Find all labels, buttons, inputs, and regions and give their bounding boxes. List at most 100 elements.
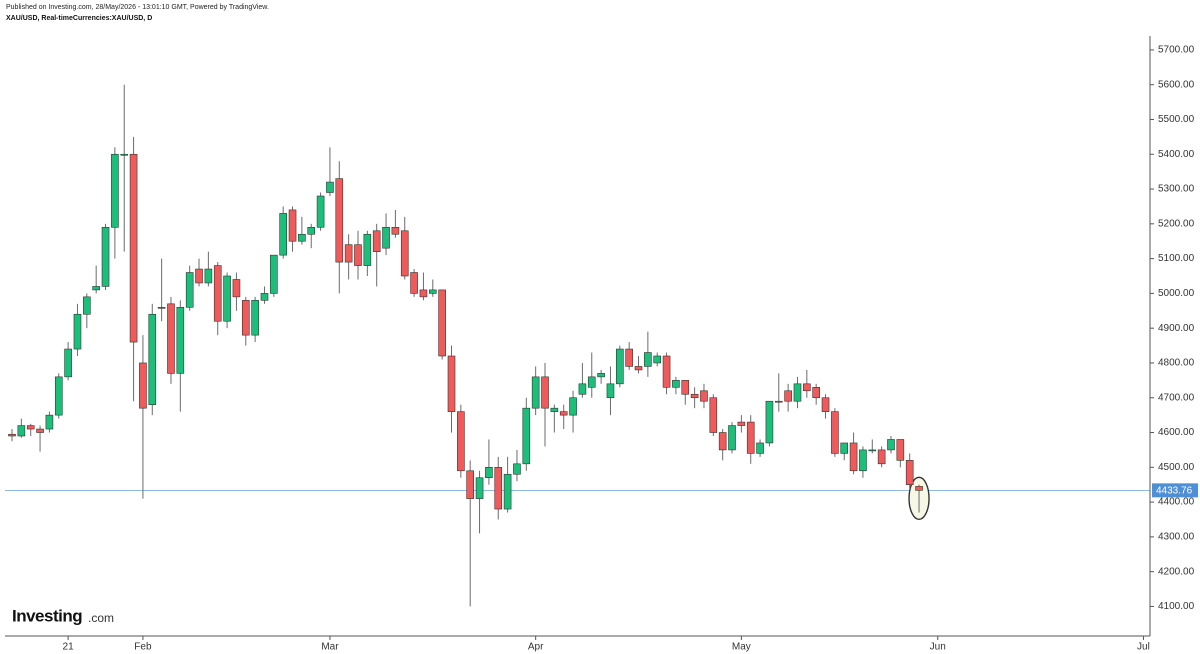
candle: [859, 446, 867, 478]
chart-title: XAU/USD, Real-timeCurrencies:XAU/USD, D: [6, 15, 152, 22]
candle-body: [569, 397, 577, 416]
candle: [139, 335, 147, 499]
candle-body: [718, 432, 727, 451]
candle-body: [354, 244, 362, 266]
x-tick-label: Apr: [528, 642, 544, 653]
candle: [213, 262, 222, 336]
candle: [737, 415, 746, 433]
candle-body: [587, 376, 596, 388]
candle-body: [475, 477, 484, 499]
candle-body: [45, 414, 54, 430]
x-tick-label: Jul: [1137, 642, 1150, 653]
x-tick-label: Mar: [321, 642, 339, 653]
candle-body: [223, 275, 231, 322]
candle: [812, 383, 820, 405]
y-tick-label: 5000.00: [1158, 288, 1195, 299]
y-tick-label: 5500.00: [1158, 114, 1195, 125]
candle: [690, 387, 699, 409]
candle-body: [634, 366, 643, 371]
logo: Investing .com: [12, 606, 114, 625]
candle-body: [541, 376, 549, 409]
y-tick-label: 4300.00: [1158, 532, 1195, 543]
y-tick-label: 4600.00: [1158, 427, 1195, 438]
candle-body: [26, 425, 35, 430]
candle: [503, 456, 512, 513]
candle: [587, 352, 596, 398]
candle-body: [419, 289, 428, 298]
y-tick-label: 5300.00: [1158, 184, 1195, 195]
candle-body: [204, 268, 213, 284]
candle: [728, 422, 736, 454]
candle-body: [840, 442, 849, 454]
candle-body: [681, 380, 690, 395]
candle: [232, 272, 241, 311]
candle-body: [756, 442, 764, 454]
candle-body: [36, 428, 44, 433]
candle-body: [241, 300, 250, 336]
candle: [400, 216, 409, 280]
y-tick-label: 4200.00: [1158, 566, 1195, 577]
y-tick-label: 5200.00: [1158, 218, 1195, 229]
candle: [681, 380, 690, 405]
y-tick-label: 5100.00: [1158, 253, 1195, 264]
candle: [241, 296, 250, 346]
candle: [410, 269, 418, 297]
candle-body: [129, 153, 138, 343]
candle: [746, 415, 755, 464]
candle-body: [746, 421, 755, 454]
candle: [718, 429, 727, 461]
candle: [185, 265, 194, 311]
candle-body: [83, 296, 91, 315]
candle: [354, 230, 362, 280]
candle-body: [597, 373, 605, 378]
candle: [120, 84, 129, 252]
candle-body: [868, 449, 877, 452]
candle: [709, 394, 718, 436]
candle: [17, 418, 26, 438]
candle-body: [653, 355, 662, 364]
candle-body: [606, 383, 615, 399]
y-tick-label: 4100.00: [1158, 601, 1195, 612]
candle: [251, 296, 259, 343]
candle-body: [326, 181, 334, 193]
candle: [167, 296, 175, 384]
brand-suffix: .com: [88, 611, 114, 625]
y-tick-label: 4800.00: [1158, 358, 1195, 369]
candle: [64, 342, 72, 381]
x-tick-label: 21: [63, 642, 75, 653]
candle-body: [195, 268, 203, 284]
candle-body: [232, 279, 241, 298]
candle: [803, 369, 811, 398]
candle-body: [54, 376, 63, 416]
candle-body: [905, 460, 914, 485]
candle-body: [672, 380, 680, 388]
candle: [279, 206, 287, 259]
candle: [36, 425, 44, 452]
candle-body: [316, 195, 325, 228]
candle: [438, 289, 446, 360]
candle-body: [251, 300, 259, 336]
candle-body: [700, 390, 708, 402]
candle-body: [363, 233, 372, 266]
candle: [101, 223, 110, 290]
candle-body: [737, 421, 746, 426]
candle: [784, 383, 792, 412]
publisher-note: Published on Investing.com, 28/May/2026 …: [6, 4, 269, 11]
candle: [92, 265, 100, 294]
y-tick-label: 4700.00: [1158, 392, 1195, 403]
candle-body: [428, 289, 437, 294]
candle: [148, 303, 157, 416]
candle-body: [559, 411, 568, 416]
candle-body: [176, 307, 185, 374]
candle: [419, 272, 428, 301]
candle: [578, 362, 587, 398]
y-tick-label: 5700.00: [1158, 45, 1195, 56]
x-tick-label: May: [732, 642, 751, 653]
candle-body: [185, 272, 194, 308]
candle-body: [877, 449, 886, 465]
candle: [73, 303, 82, 356]
candle: [877, 446, 886, 468]
candle-body: [550, 407, 559, 412]
candle-body: [167, 303, 175, 374]
